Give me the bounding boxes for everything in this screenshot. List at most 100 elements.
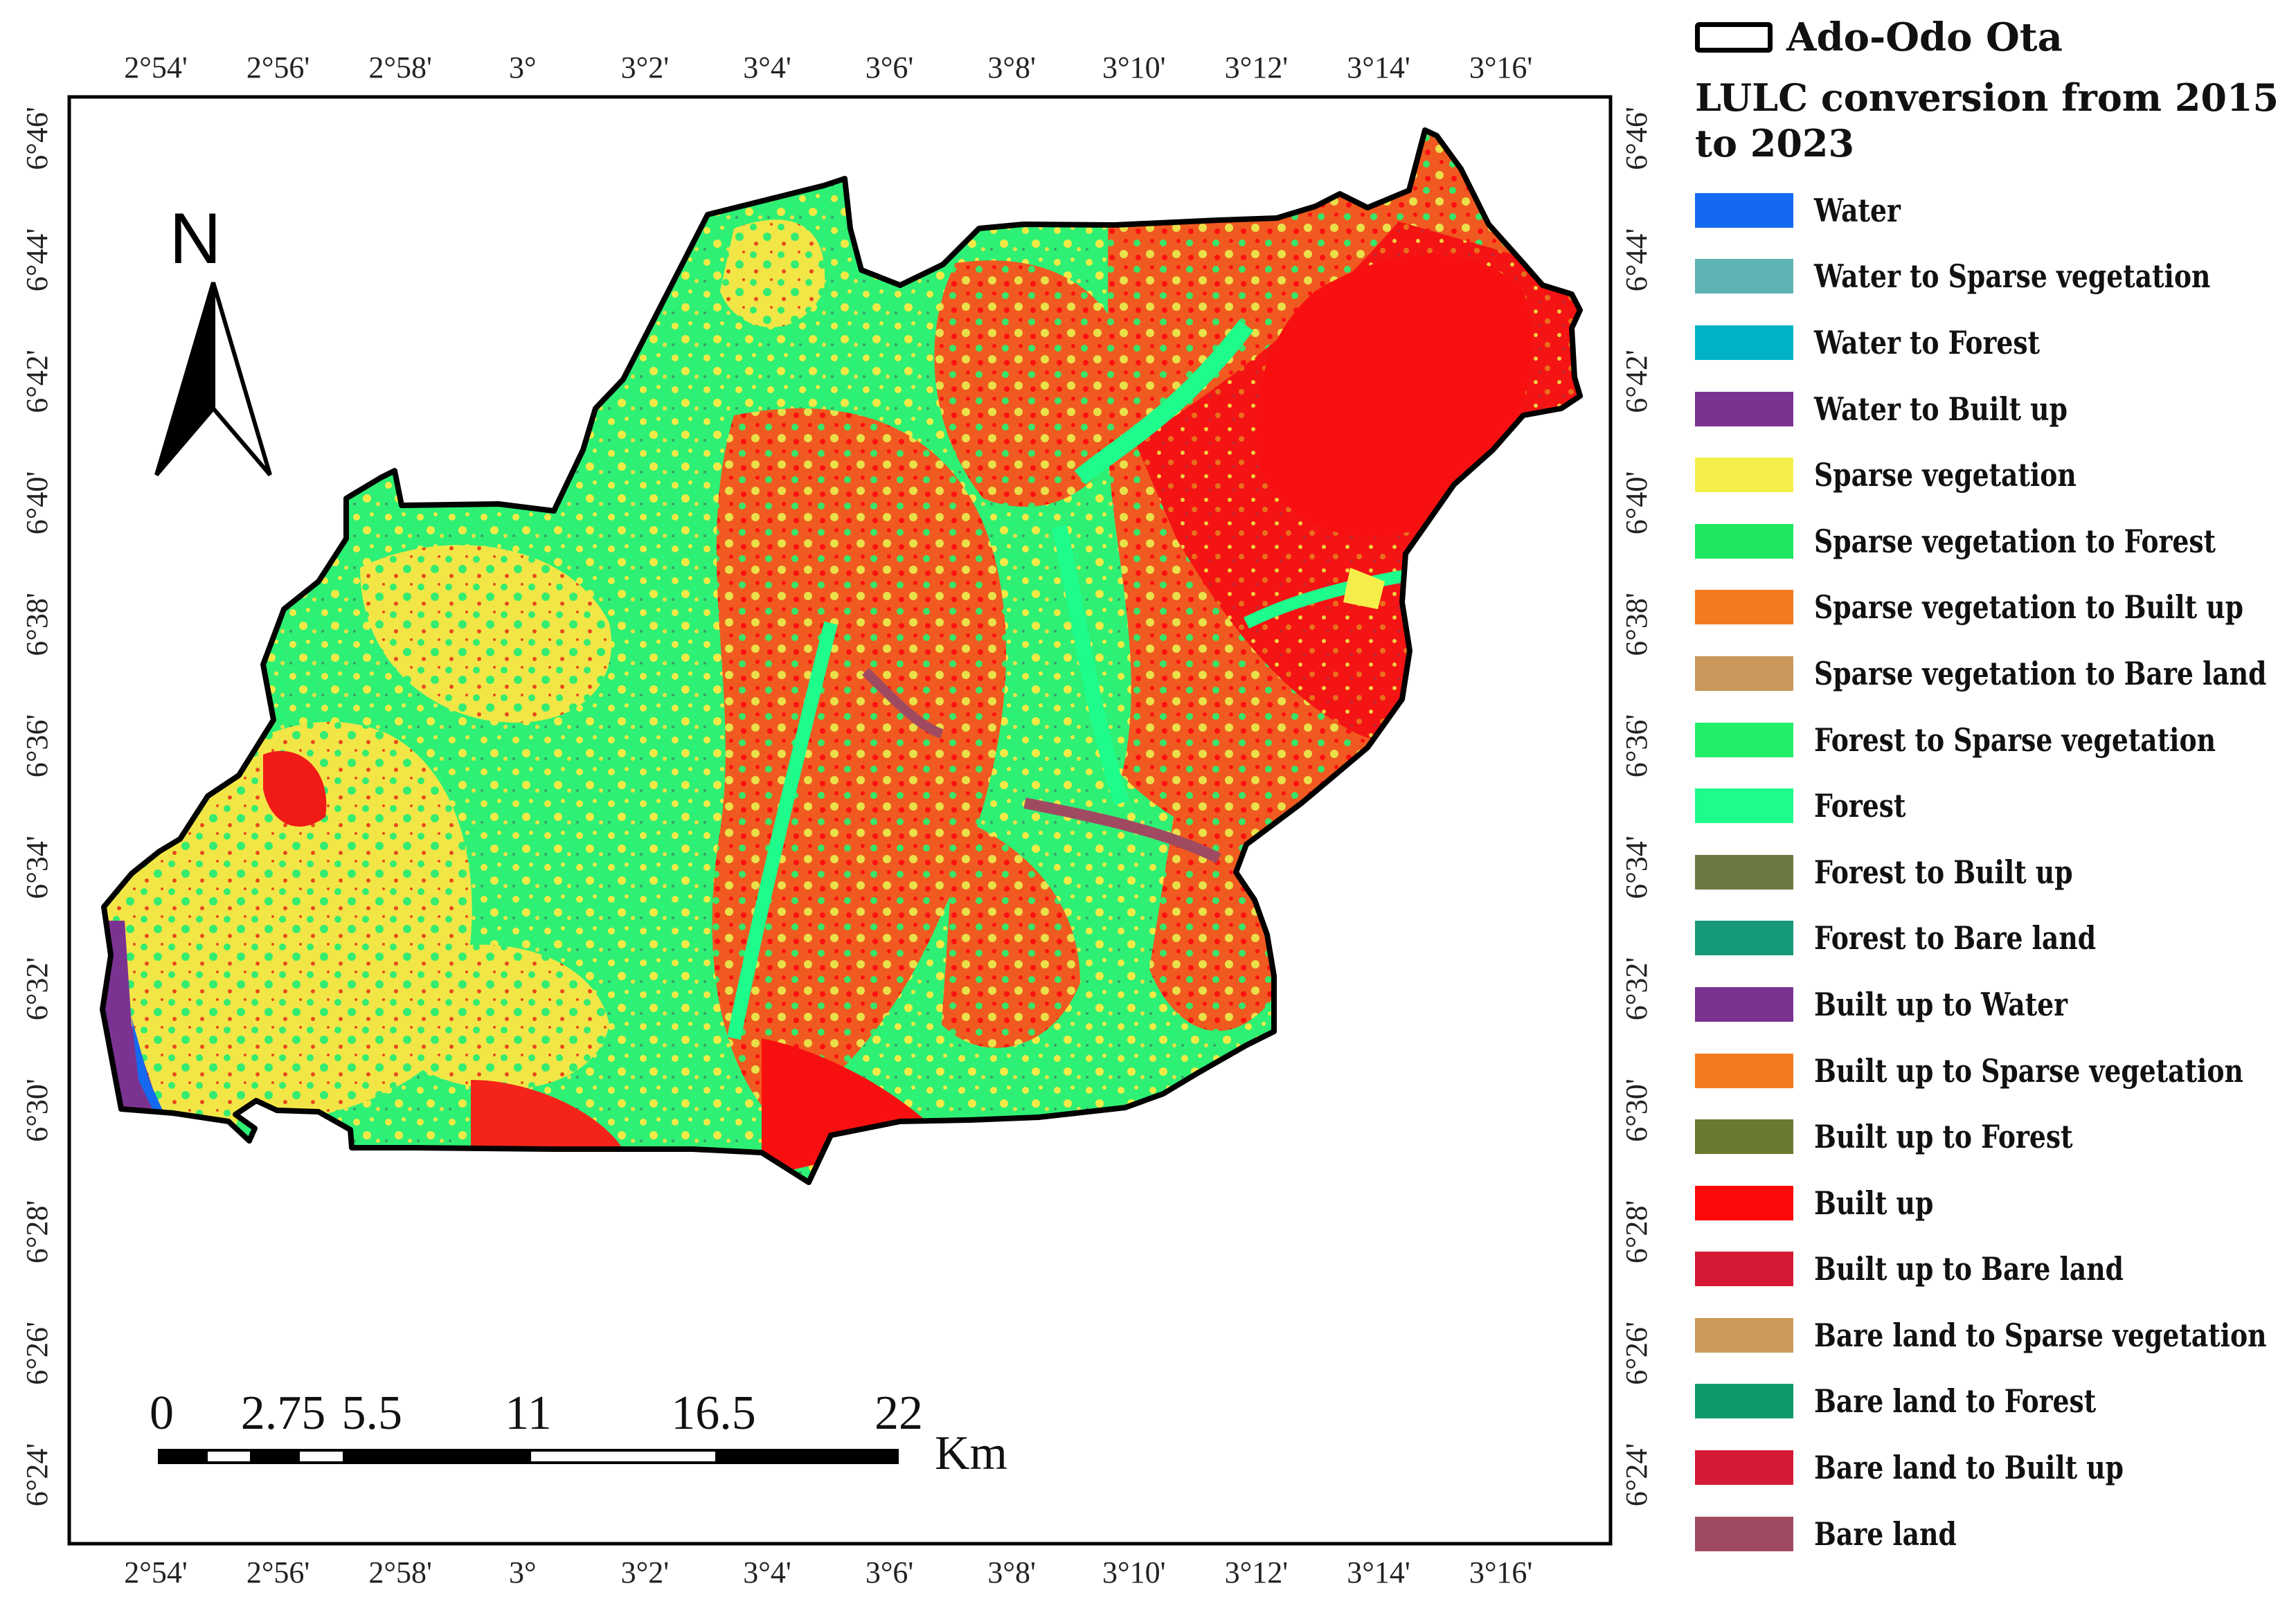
bottom-tick-label: 2°56' (246, 1555, 310, 1589)
scale-bar: 0 2.75 5.5 11 16.5 22 Km (150, 1387, 1007, 1480)
legend-swatch (1695, 1119, 1793, 1155)
right-latitude-ticks: 6°46' 6°44' 6°42' 6°40' 6°38' 6°36' 6°34' 6°32'… (1620, 107, 1653, 1506)
legend-item: Forest to Bare land (1695, 905, 2284, 972)
bottom-tick-label: 3°14' (1347, 1555, 1410, 1589)
left-latitude-ticks: 6°46' 6°44' 6°42' 6°40' 6°38' 6°36' 6°34' 6°32'… (20, 107, 54, 1506)
top-tick-label: 2°56' (246, 51, 310, 84)
legend-label: Sparse vegetation to Built up (1814, 588, 2243, 626)
left-tick-label: 6°24' (20, 1443, 54, 1507)
legend-item: Bare land (1695, 1501, 2284, 1567)
legend-item: Forest (1695, 773, 2284, 839)
legend-label: Water (1814, 191, 1901, 229)
left-tick-label: 6°30' (20, 1079, 54, 1142)
bottom-tick-label: 3°12' (1225, 1555, 1289, 1589)
legend-swatch (1695, 458, 1793, 493)
bottom-tick-label: 3° (509, 1555, 537, 1589)
bottom-tick-label: 3°4' (743, 1555, 791, 1589)
right-tick-label: 6°34' (1620, 836, 1653, 899)
legend-item: Sparse vegetation to Built up (1695, 575, 2284, 641)
scale-label: 5.5 (342, 1387, 403, 1440)
top-tick-label: 3°10' (1102, 51, 1166, 84)
legend-label: Sparse vegetation (1814, 456, 2077, 494)
legend-swatch (1695, 788, 1793, 824)
left-tick-label: 6°36' (20, 714, 54, 778)
legend-swatch (1695, 1053, 1793, 1088)
scale-label: 22 (875, 1387, 923, 1440)
bottom-tick-label: 3°2' (621, 1555, 670, 1589)
legend-item: Water to Sparse vegetation (1695, 244, 2284, 310)
top-tick-label: 2°54' (124, 51, 188, 84)
scale-unit: Km (935, 1427, 1007, 1480)
top-tick-label: 3°12' (1225, 51, 1289, 84)
scale-label: 0 (150, 1387, 174, 1440)
boundary-label: Ado-Odo Ota (1786, 15, 2063, 60)
top-tick-label: 3°8' (987, 51, 1036, 84)
legend-item: Water (1695, 177, 2284, 244)
legend-item: Forest to Built up (1695, 839, 2284, 905)
legend-swatch (1695, 1252, 1793, 1287)
north-arrow: N (154, 199, 272, 476)
scale-label: 16.5 (671, 1387, 756, 1440)
legend-swatch (1695, 1450, 1793, 1486)
legend-swatch (1695, 722, 1793, 757)
scale-label: 2.75 (241, 1387, 326, 1440)
legend-label: Forest to Sparse vegetation (1814, 721, 2216, 759)
right-tick-label: 6°38' (1620, 593, 1653, 656)
right-tick-label: 6°28' (1620, 1200, 1653, 1264)
legend-item: Built up to Forest (1695, 1103, 2284, 1170)
left-tick-label: 6°28' (20, 1200, 54, 1264)
legend-item: Built up (1695, 1170, 2284, 1236)
right-tick-label: 6°42' (1620, 350, 1653, 413)
legend-swatch (1695, 325, 1793, 360)
top-tick-label: 3°2' (621, 51, 670, 84)
legend-items: Water Water to Sparse vegetation Water to … (1695, 177, 2284, 1567)
right-tick-label: 6°40' (1620, 471, 1653, 535)
right-tick-label: 6°30' (1620, 1079, 1653, 1142)
legend-title: LULC conversion from 2015 to 2023 (1695, 75, 2279, 165)
right-tick-label: 6°36' (1620, 714, 1653, 778)
legend-swatch (1695, 1317, 1793, 1353)
right-tick-label: 6°26' (1620, 1321, 1653, 1385)
legend-swatch (1695, 1516, 1793, 1551)
legend-label: Water to Sparse vegetation (1814, 258, 2211, 296)
bottom-tick-label: 3°10' (1102, 1555, 1166, 1589)
top-tick-label: 3°4' (743, 51, 791, 84)
legend-swatch (1695, 590, 1793, 625)
top-tick-label: 3°16' (1469, 51, 1533, 84)
legend-item: Bare land to Built up (1695, 1434, 2284, 1501)
legend-label: Water to Built up (1814, 390, 2068, 428)
legend-label: Forest (1814, 787, 1906, 825)
legend-label: Built up (1814, 1184, 1934, 1222)
legend-item: Water to Built up (1695, 376, 2284, 442)
scale-segment (300, 1452, 343, 1461)
legend-boundary-entry: Ado-Odo Ota (1695, 12, 2284, 62)
legend-swatch (1695, 259, 1793, 294)
bottom-tick-label: 2°54' (124, 1555, 188, 1589)
legend-swatch (1695, 391, 1793, 426)
legend-item: Bare land to Forest (1695, 1369, 2284, 1435)
bottom-tick-label: 3°16' (1469, 1555, 1533, 1589)
legend-label: Forest to Bare land (1814, 919, 2097, 957)
top-tick-label: 3° (509, 51, 537, 84)
legend-label: Bare land to Forest (1814, 1382, 2097, 1420)
legend-item: Forest to Sparse vegetation (1695, 707, 2284, 773)
top-tick-label: 3°14' (1347, 51, 1410, 84)
legend-item: Water to Forest (1695, 309, 2284, 376)
scale-segment (531, 1452, 715, 1461)
legend-swatch (1695, 523, 1793, 559)
legend-swatch (1695, 1384, 1793, 1419)
legend-item: Built up to Bare land (1695, 1236, 2284, 1303)
legend-swatch (1695, 1185, 1793, 1220)
legend-label: Bare land to Sparse vegetation (1814, 1316, 2267, 1354)
right-tick-label: 6°32' (1620, 957, 1653, 1021)
scale-label: 11 (505, 1387, 551, 1440)
legend-swatch (1695, 921, 1793, 956)
legend-label: Forest to Built up (1814, 853, 2073, 891)
left-tick-label: 6°42' (20, 350, 54, 413)
legend-swatch (1695, 656, 1793, 691)
left-tick-label: 6°46' (20, 107, 54, 170)
left-tick-label: 6°38' (20, 593, 54, 656)
right-tick-label: 6°24' (1620, 1443, 1653, 1507)
left-tick-label: 6°26' (20, 1321, 54, 1385)
